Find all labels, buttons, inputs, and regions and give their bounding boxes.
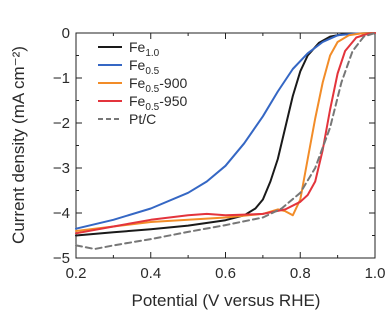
legend-label-main: Fe [129,39,146,55]
legend-label-main: Fe [129,93,146,109]
y-tick-label: −1 [53,70,70,87]
legend-label-main: Fe [129,75,146,91]
legend-label-tail: -900 [159,75,187,91]
x-tick-label: 0.8 [290,265,311,282]
x-tick-label: 0.6 [215,265,236,282]
series-line-3 [75,32,376,235]
plot-area: 0−1−2−3−4−50.2 0.4 0.6 0.8 1.0Fe1.0Fe0.5Fe0.… [53,25,386,282]
legend-label-sub: 0.5 [145,102,159,113]
legend-entry-0: Fe1.0 [129,39,160,59]
legend-entry-3: Fe0.5-950 [129,93,187,113]
series-line-4 [75,32,376,250]
legend-label-main: Pt/C [129,111,156,127]
series-line-0 [75,32,376,237]
legend-entry-4: Pt/C [129,111,156,127]
legend-label-sub: 1.0 [145,48,159,59]
legend-label-tail: -950 [159,93,187,109]
y-tick-label: −2 [53,115,70,132]
legend-entry-2: Fe0.5-900 [129,75,187,95]
series-line-1 [75,32,376,230]
series-line-2 [75,32,376,232]
x-tick-label: 0.2 [66,265,87,282]
legend-label-sub: 0.5 [145,84,159,95]
x-tick-label: 1.0 [365,265,386,282]
y-tick-label: −4 [53,205,70,222]
y-tick-label: −5 [53,250,70,267]
y-tick-label: 0 [62,25,70,42]
x-axis-label: Potential (V versus RHE) [132,291,321,310]
legend-label-main: Fe [129,57,146,73]
legend-entry-1: Fe0.5 [129,57,160,77]
x-tick-label: 0.4 [140,265,161,282]
y-axis-label: Current density (mA cm⁻²) [9,46,28,244]
legend-label-sub: 0.5 [145,66,159,77]
y-tick-label: −3 [53,160,70,177]
